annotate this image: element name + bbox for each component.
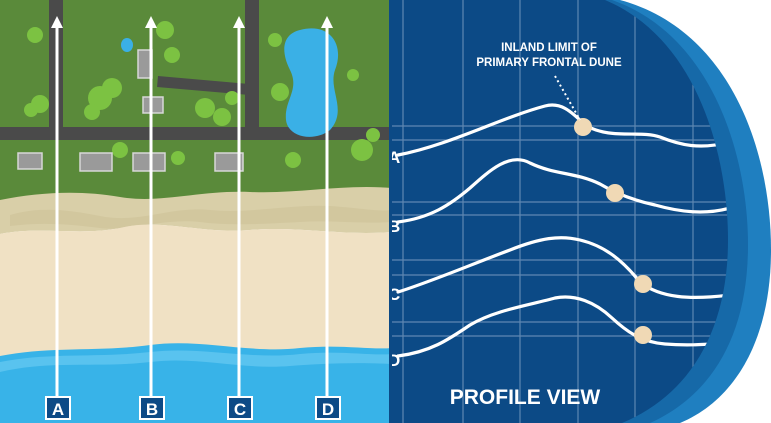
roof-icon xyxy=(79,152,113,172)
tree-icon xyxy=(24,103,38,117)
dune-ridge xyxy=(10,205,392,229)
label-box xyxy=(227,396,253,420)
tree-icon xyxy=(271,83,289,101)
tree-icon xyxy=(195,98,215,118)
transect-letter: A xyxy=(52,400,64,419)
aerial-view: A B C D xyxy=(0,0,392,423)
tree-icon xyxy=(27,27,43,43)
annotation-line-1: INLAND LIMIT OF xyxy=(501,42,597,54)
tree-icon xyxy=(164,47,180,63)
dune-limit-marker-d xyxy=(634,326,652,344)
roof-icon xyxy=(214,152,244,172)
transect-label-a: A xyxy=(45,396,71,420)
tree-icon xyxy=(112,142,128,158)
road-vertical-right xyxy=(245,0,259,140)
tree-icon xyxy=(347,69,359,81)
profile-curve-b xyxy=(396,158,728,224)
dune-markers xyxy=(574,118,652,344)
label-box xyxy=(45,396,71,420)
tree-icon xyxy=(213,108,231,126)
road-diagonal-spur xyxy=(157,76,248,95)
profile-label-b: B xyxy=(388,217,400,236)
label-box xyxy=(139,396,165,420)
tree-icon xyxy=(84,104,100,120)
pond xyxy=(284,28,339,137)
tree-icon xyxy=(285,152,301,168)
transect-letter: D xyxy=(322,400,334,419)
transect-letter: B xyxy=(146,400,158,419)
transect-label-b: B xyxy=(139,396,165,420)
dune-limit-marker-a xyxy=(574,118,592,136)
profile-curve-d xyxy=(396,295,728,358)
tree-icon xyxy=(156,21,174,39)
wave-highlight xyxy=(0,350,392,372)
transect-letter: C xyxy=(234,400,246,419)
annotation-line-2: PRIMARY FRONTAL DUNE xyxy=(476,57,622,69)
tree-icon xyxy=(171,151,185,165)
transect-arrows xyxy=(51,15,333,398)
roof-icon xyxy=(17,152,43,170)
profile-label-c: C xyxy=(388,285,400,304)
dune-limit-marker-b xyxy=(606,184,624,202)
panel-divider xyxy=(389,0,392,423)
profile-view: INLAND LIMIT OF PRIMARY FRONTAL DUNE A B… xyxy=(388,0,771,423)
tree-icon xyxy=(225,91,239,105)
tree-icon xyxy=(102,78,122,98)
tree-icon xyxy=(366,128,380,142)
tree-icon xyxy=(351,139,373,161)
tree-icon xyxy=(268,33,282,47)
transect-label-d: D xyxy=(315,396,341,420)
profile-label-d: D xyxy=(388,351,400,370)
houses xyxy=(17,49,244,172)
beach xyxy=(0,224,392,356)
roof-icon xyxy=(142,96,164,114)
profile-view-title: PROFILE VIEW xyxy=(450,386,601,409)
trees xyxy=(24,21,380,168)
transect-label-c: C xyxy=(227,396,253,420)
small-pond xyxy=(121,38,133,52)
transect-labels: A B C D xyxy=(45,396,341,420)
profile-label-a: A xyxy=(388,148,400,167)
road-horizontal xyxy=(0,127,392,140)
roof-icon xyxy=(132,152,166,172)
profile-panel xyxy=(390,0,728,423)
profile-curve-c xyxy=(396,236,728,300)
annotation-leader xyxy=(554,75,581,121)
dune-limit-marker-c xyxy=(634,275,652,293)
label-box xyxy=(315,396,341,420)
